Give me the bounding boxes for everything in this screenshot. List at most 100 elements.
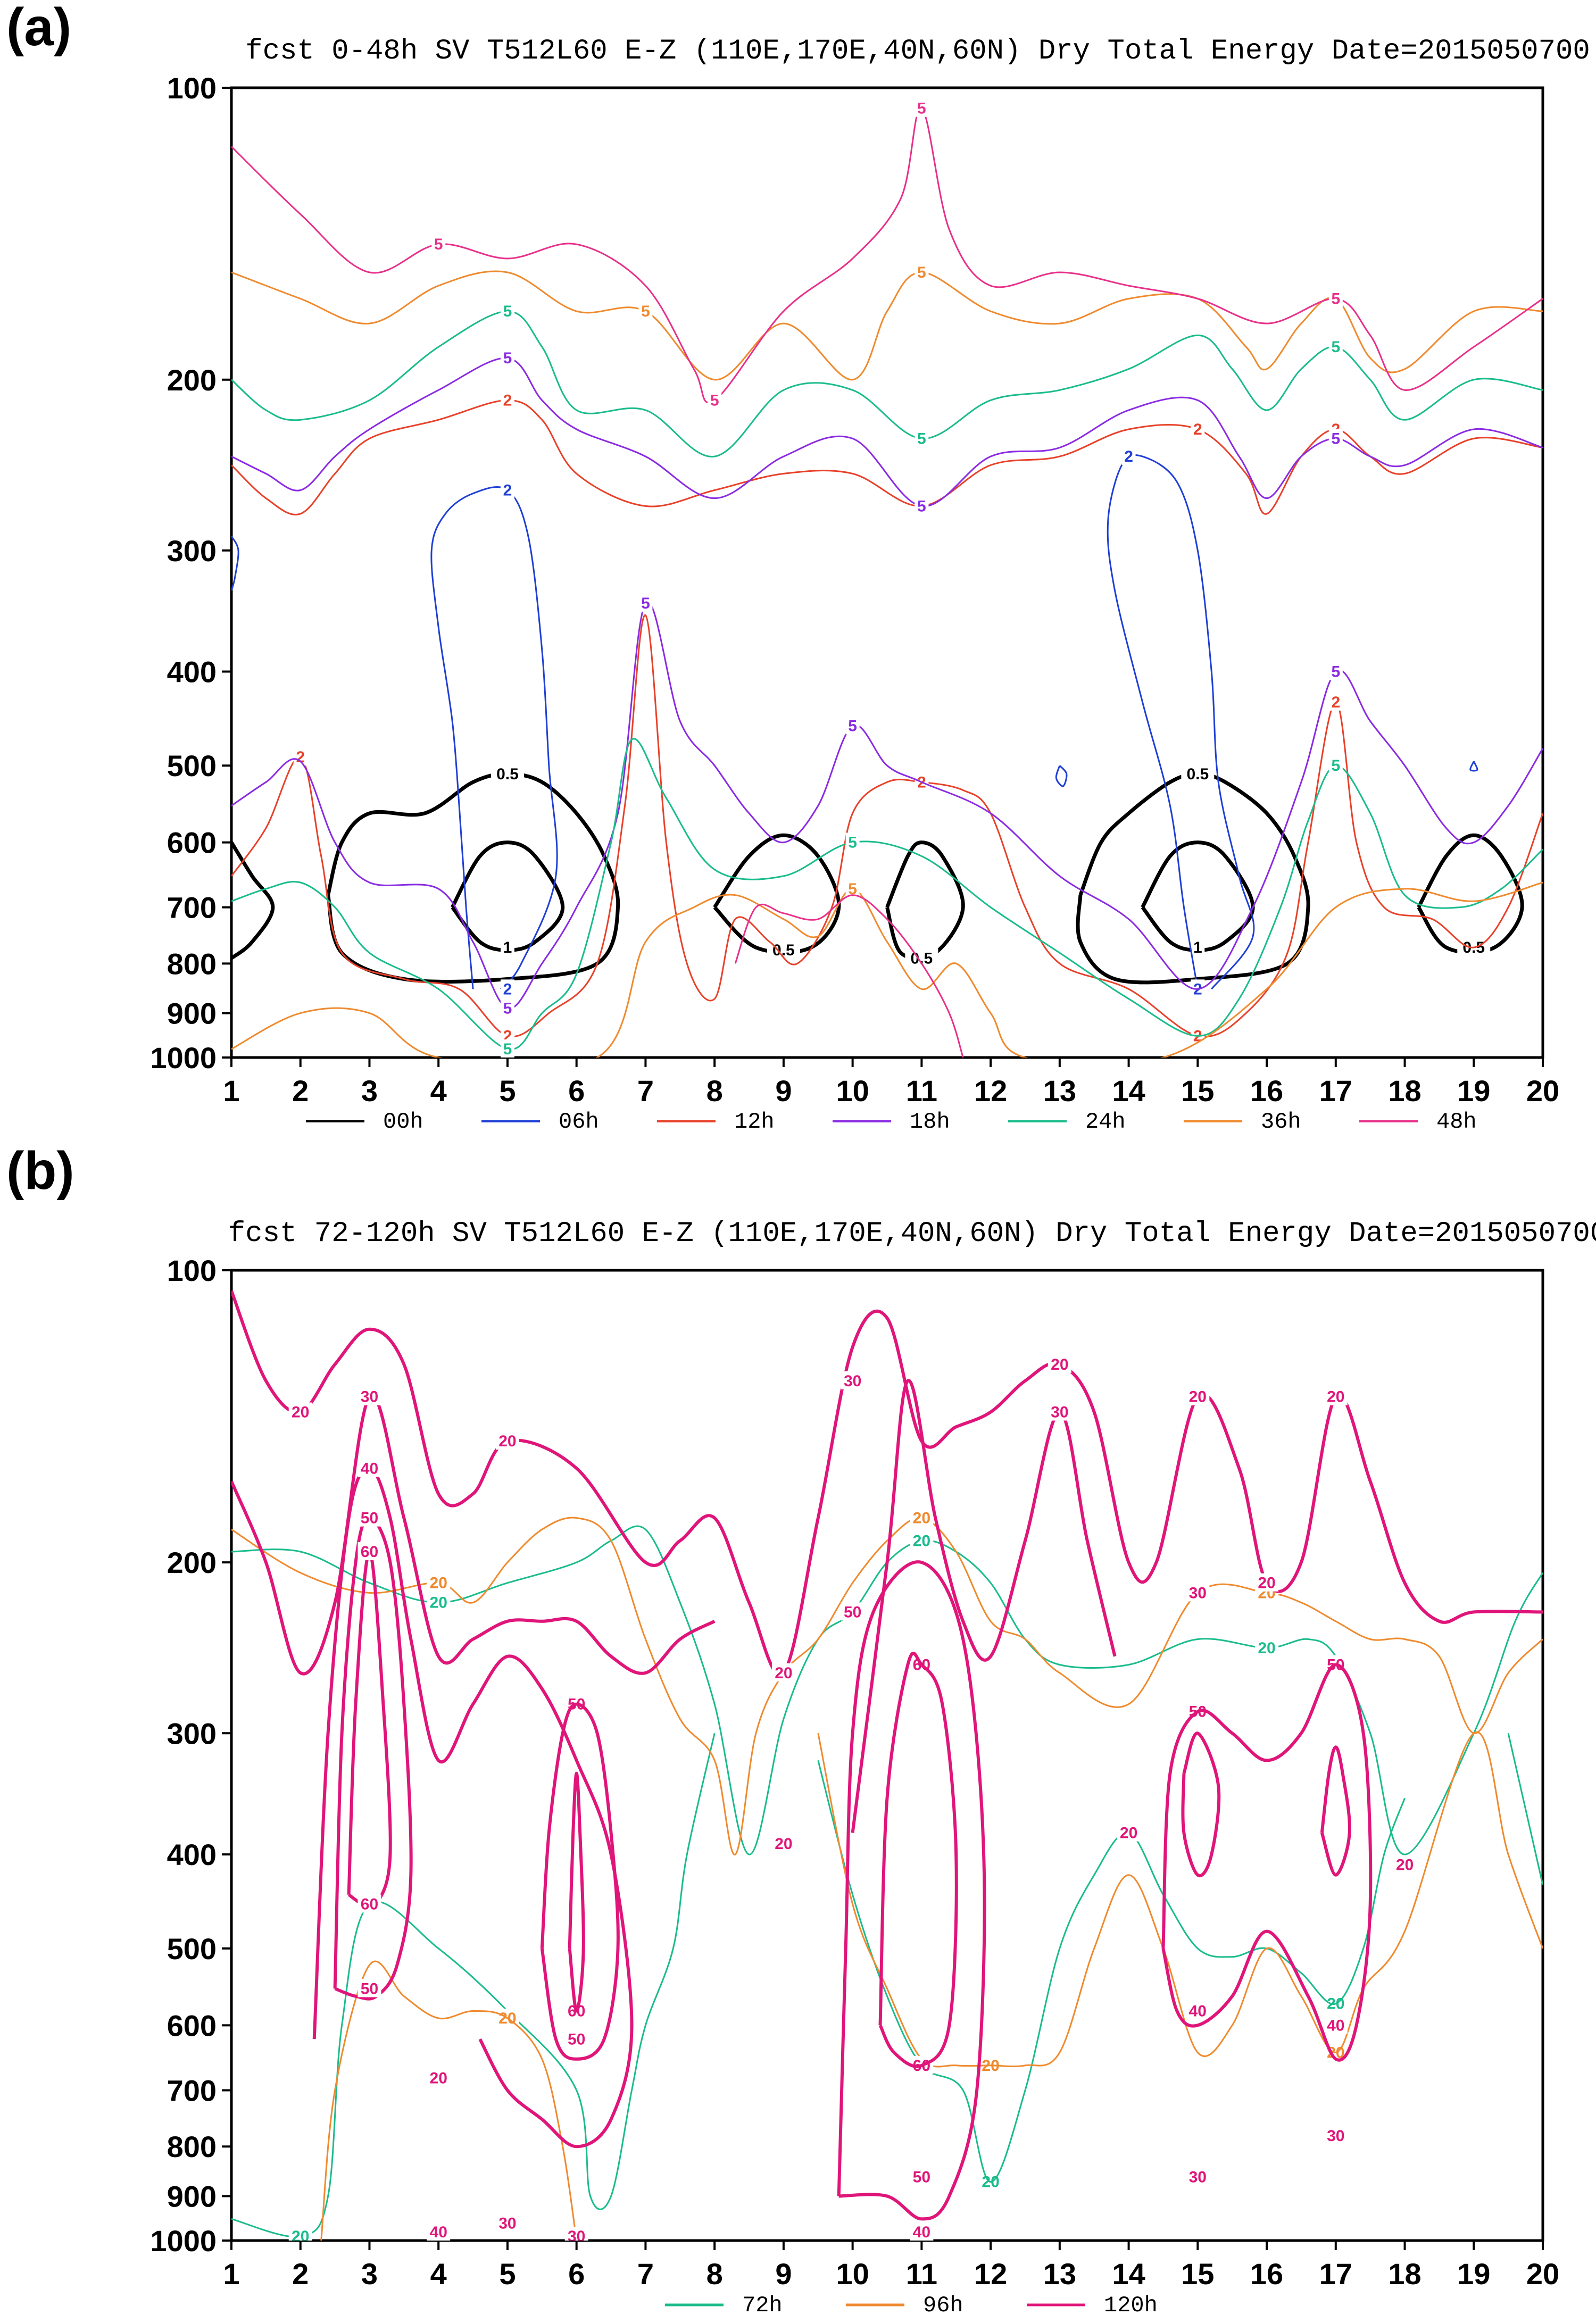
contour-label: 5 <box>917 497 926 515</box>
plot-frame <box>230 1269 1544 2242</box>
contour-label: 5 <box>710 392 719 409</box>
contour-label: 5 <box>917 430 926 447</box>
contour-72h <box>817 1760 1406 2183</box>
contour-label-bg <box>1255 1638 1279 1656</box>
contour-label-bg <box>1328 289 1343 307</box>
contour-label: 2 <box>1331 694 1340 711</box>
contour-120h <box>231 1394 716 1676</box>
y-tick-label: 800 <box>167 2130 217 2163</box>
legend-label: 18h <box>910 1109 950 1135</box>
y-tick-label: 300 <box>167 534 217 568</box>
contour-06h <box>231 536 239 591</box>
contour-48h <box>231 107 1543 404</box>
legend-item-72h: 72h <box>665 2293 783 2318</box>
legend-label: 12h <box>734 1109 775 1135</box>
legend-label: 06h <box>559 1109 599 1135</box>
y-tick-label: 200 <box>167 1546 217 1579</box>
contour-label: 30 <box>1189 1584 1207 1602</box>
series-06h: 2 2 2 2 <box>231 447 1478 998</box>
contour-label-bg <box>427 1573 451 1592</box>
x-tick-label: 12 <box>974 2257 1007 2291</box>
contour-label: 5 <box>503 349 512 367</box>
contour-label: 50 <box>844 1603 861 1621</box>
contour-12h <box>231 399 1543 515</box>
contour-label: 5 <box>848 834 857 852</box>
contour-72h <box>231 1733 716 2238</box>
contour-label-bg <box>1186 2167 1210 2186</box>
x-tick-label: 11 <box>906 1074 937 1108</box>
contour-120h <box>347 1550 392 1910</box>
contour-label: 50 <box>568 2030 585 2048</box>
contour-06h <box>430 486 558 990</box>
contour-120h <box>837 1560 986 2221</box>
x-tick-label: 3 <box>361 1074 378 1108</box>
contour-label-bg <box>427 2222 451 2241</box>
y-tick-label: 700 <box>167 2074 217 2107</box>
legend-label: 48h <box>1436 1109 1477 1135</box>
contour-label: 5 <box>641 595 650 612</box>
x-tick-label: 16 <box>1250 2257 1283 2291</box>
contour-label-bg <box>841 1371 864 1389</box>
contour-label-bg <box>500 979 514 998</box>
contour-label: 5 <box>434 236 443 253</box>
series-120h: 2020202020202020202020303030303030303030… <box>231 1290 1543 2245</box>
contour-label: 30 <box>1327 2127 1344 2145</box>
y-tick-label: 500 <box>167 749 217 782</box>
contour-label-bg <box>1328 662 1343 680</box>
contour-label-bg <box>708 390 722 409</box>
panel-a-legend: 00h 06h 12h 18h 24h 36h 48h <box>306 1109 1477 1135</box>
contour-label-bg <box>288 1402 312 1421</box>
contour-18h <box>231 357 1543 507</box>
contour-label-bg <box>491 764 524 782</box>
contour-label: 5 <box>848 718 857 735</box>
y-tick-label: 400 <box>167 1838 217 1871</box>
contour-label-bg <box>427 1593 451 1611</box>
x-tick-label: 6 <box>568 2257 585 2291</box>
panel-b: (b) fcst 72-120h SV T512L60 E-Z (110E,17… <box>6 1141 1596 2318</box>
contour-label-bg <box>1181 764 1215 782</box>
contour-00h <box>326 772 620 984</box>
contour-label: 20 <box>1258 1575 1275 1592</box>
contour-label: 20 <box>1189 1388 1207 1406</box>
contour-label-bg <box>915 262 929 281</box>
contour-00h <box>885 840 965 961</box>
contour-00h <box>451 840 565 952</box>
x-tick-label: 15 <box>1181 2257 1214 2291</box>
contour-label-bg <box>358 1542 381 1561</box>
contour-label: 1 <box>503 939 512 956</box>
contour-24h <box>231 310 1543 457</box>
contour-label-bg <box>910 2167 934 2186</box>
y-tick-label: 1000 <box>150 2224 217 2258</box>
contour-label-bg <box>500 302 514 320</box>
y-tick-label: 200 <box>167 363 217 397</box>
legend-item-96h: 96h <box>846 2293 963 2318</box>
contour-label: 30 <box>568 2228 585 2245</box>
x-tick-label: 12 <box>974 1074 1007 1108</box>
contour-label-bg <box>500 480 514 499</box>
contour-label: 5 <box>917 264 926 281</box>
contour-label-bg <box>1324 2016 1348 2034</box>
contour-label-bg <box>564 2029 588 2048</box>
contour-00h <box>231 841 275 960</box>
contour-label-bg <box>771 1834 795 1853</box>
contour-120h <box>312 1467 634 2149</box>
contour-label-bg <box>845 716 860 735</box>
contour-label: 20 <box>292 2228 309 2245</box>
contour-36h <box>231 881 1543 1058</box>
contour-label: 5 <box>641 303 650 320</box>
y-tick-label: 900 <box>167 997 217 1030</box>
contour-label: 5 <box>1331 757 1340 775</box>
contour-label-bg <box>910 2222 934 2241</box>
contour-label: 0.5 <box>1186 765 1209 783</box>
contour-label: 2 <box>1193 421 1202 438</box>
contour-label: 20 <box>430 1594 447 1612</box>
contour-label-bg <box>1328 756 1343 775</box>
contour-label: 50 <box>361 1510 378 1527</box>
series-18h: 5 5 5 5 5 5 5 <box>231 348 1543 1018</box>
contour-label: 40 <box>361 1460 378 1477</box>
x-tick-label: 5 <box>499 2257 516 2291</box>
contour-label-bg <box>358 1459 381 1477</box>
contour-label: 5 <box>1331 338 1340 356</box>
x-tick-label: 14 <box>1112 2257 1145 2291</box>
